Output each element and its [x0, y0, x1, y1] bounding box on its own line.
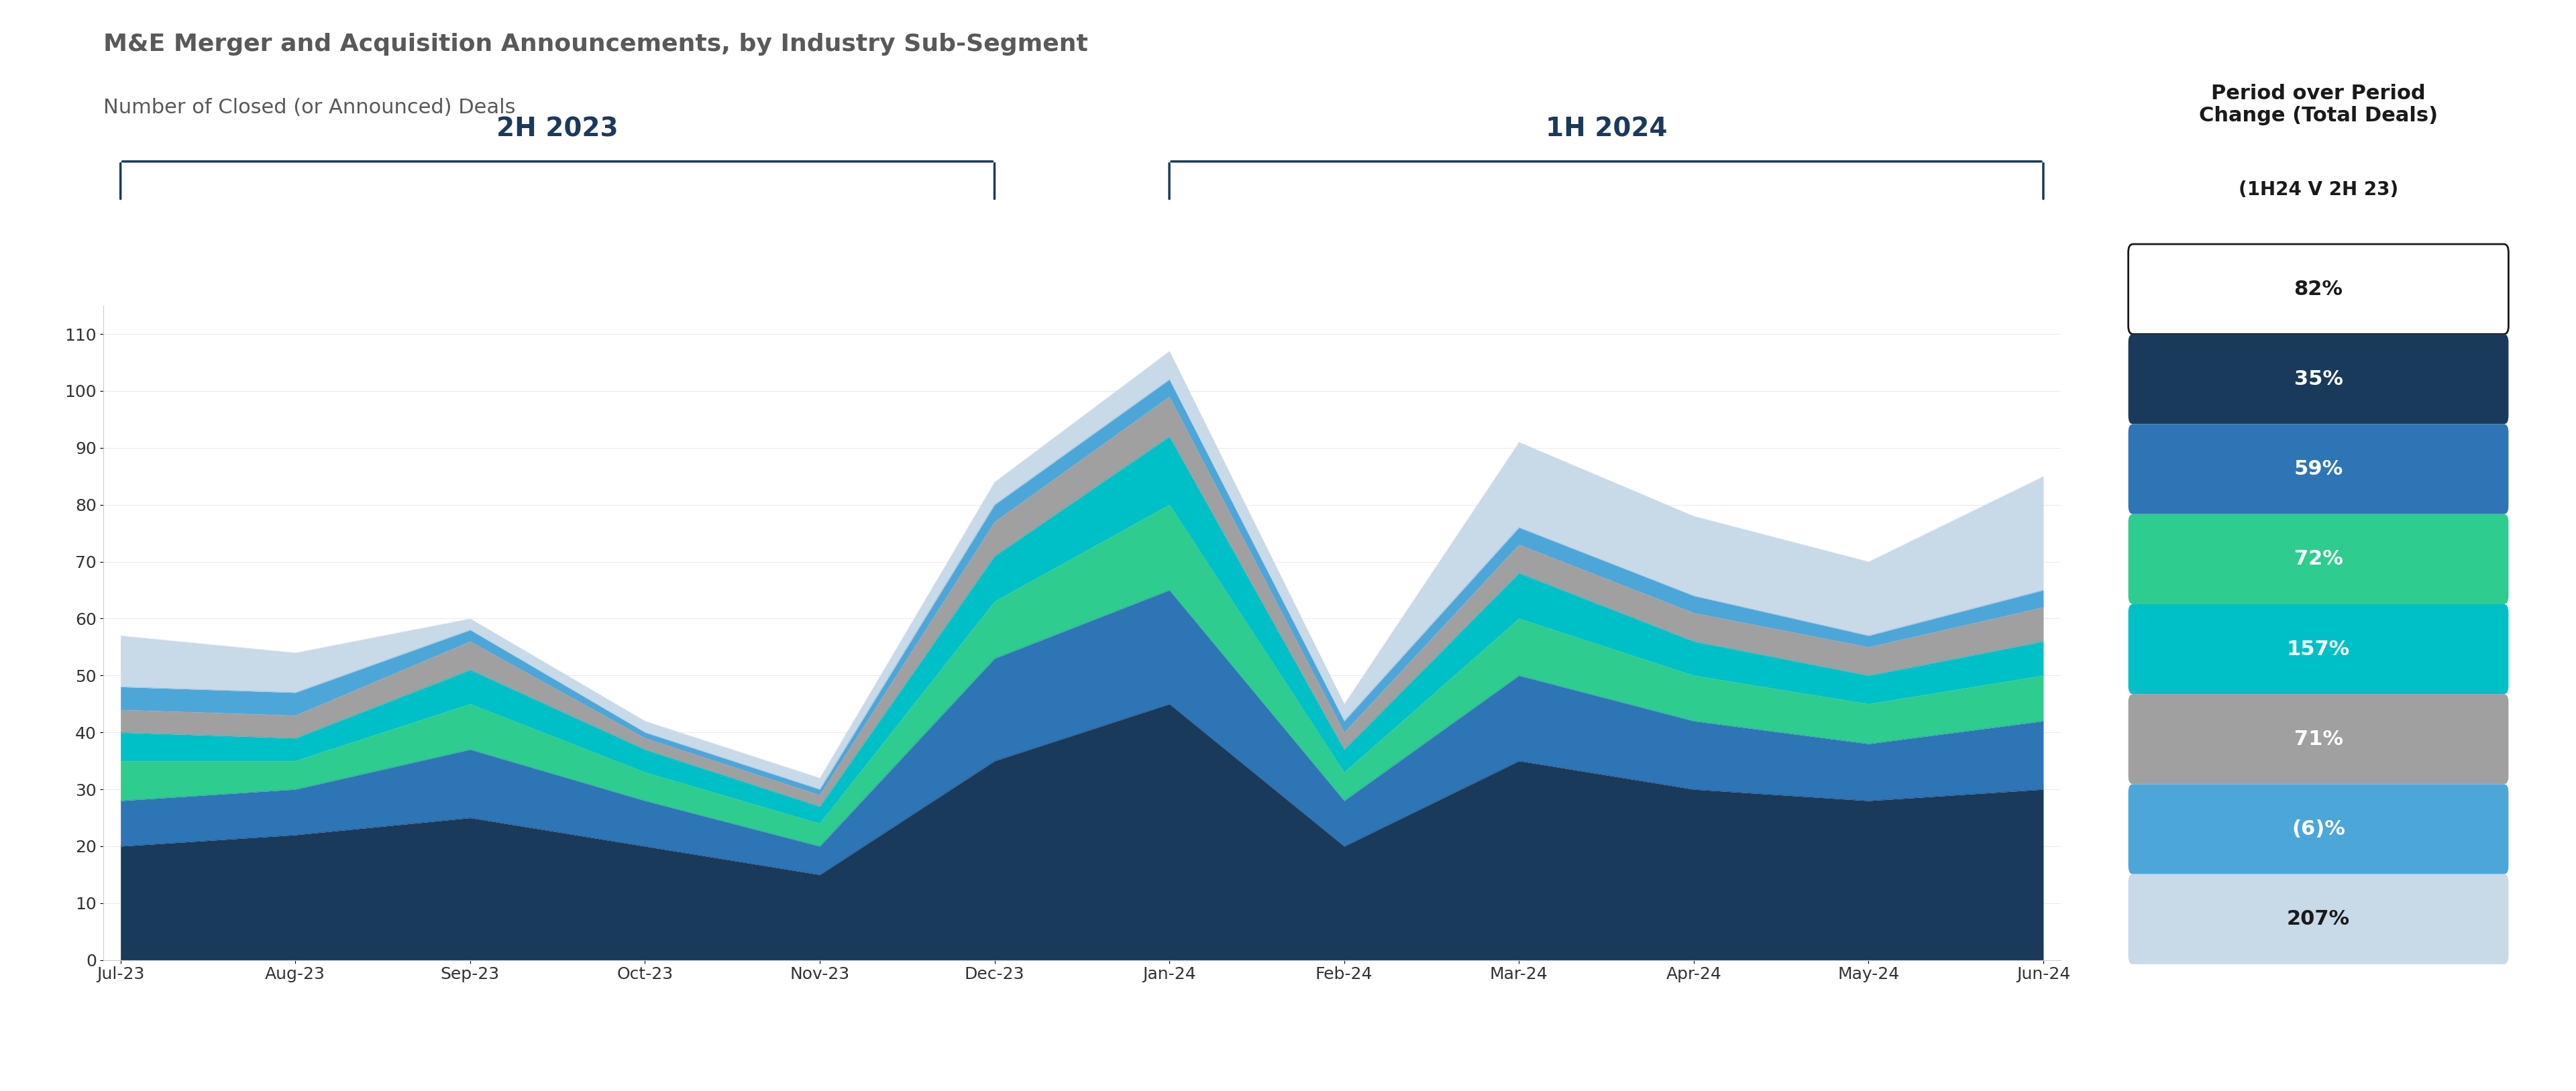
FancyBboxPatch shape: [2128, 874, 2509, 964]
Text: 35%: 35%: [2293, 370, 2344, 388]
Text: Number of Closed (or Announced) Deals: Number of Closed (or Announced) Deals: [103, 98, 515, 118]
Text: 71%: 71%: [2293, 730, 2344, 748]
FancyBboxPatch shape: [2128, 244, 2509, 334]
FancyBboxPatch shape: [2128, 694, 2509, 784]
FancyBboxPatch shape: [2128, 604, 2509, 694]
Text: 1H 2024: 1H 2024: [1546, 117, 1667, 142]
Text: 72%: 72%: [2295, 550, 2342, 568]
FancyBboxPatch shape: [2128, 424, 2509, 514]
Text: Period over Period
Change (Total Deals): Period over Period Change (Total Deals): [2200, 84, 2437, 125]
Text: 82%: 82%: [2293, 279, 2344, 299]
Text: 59%: 59%: [2293, 459, 2344, 479]
Text: (6)%: (6)%: [2293, 819, 2344, 839]
Text: 2H 2023: 2H 2023: [497, 117, 618, 142]
Text: 157%: 157%: [2287, 639, 2349, 659]
FancyBboxPatch shape: [2128, 514, 2509, 604]
Text: (1H24 V 2H 23): (1H24 V 2H 23): [2239, 180, 2398, 200]
FancyBboxPatch shape: [2128, 784, 2509, 874]
FancyBboxPatch shape: [2128, 334, 2509, 424]
Text: M&E Merger and Acquisition Announcements, by Industry Sub-Segment: M&E Merger and Acquisition Announcements…: [103, 33, 1087, 56]
Text: 207%: 207%: [2287, 910, 2349, 928]
